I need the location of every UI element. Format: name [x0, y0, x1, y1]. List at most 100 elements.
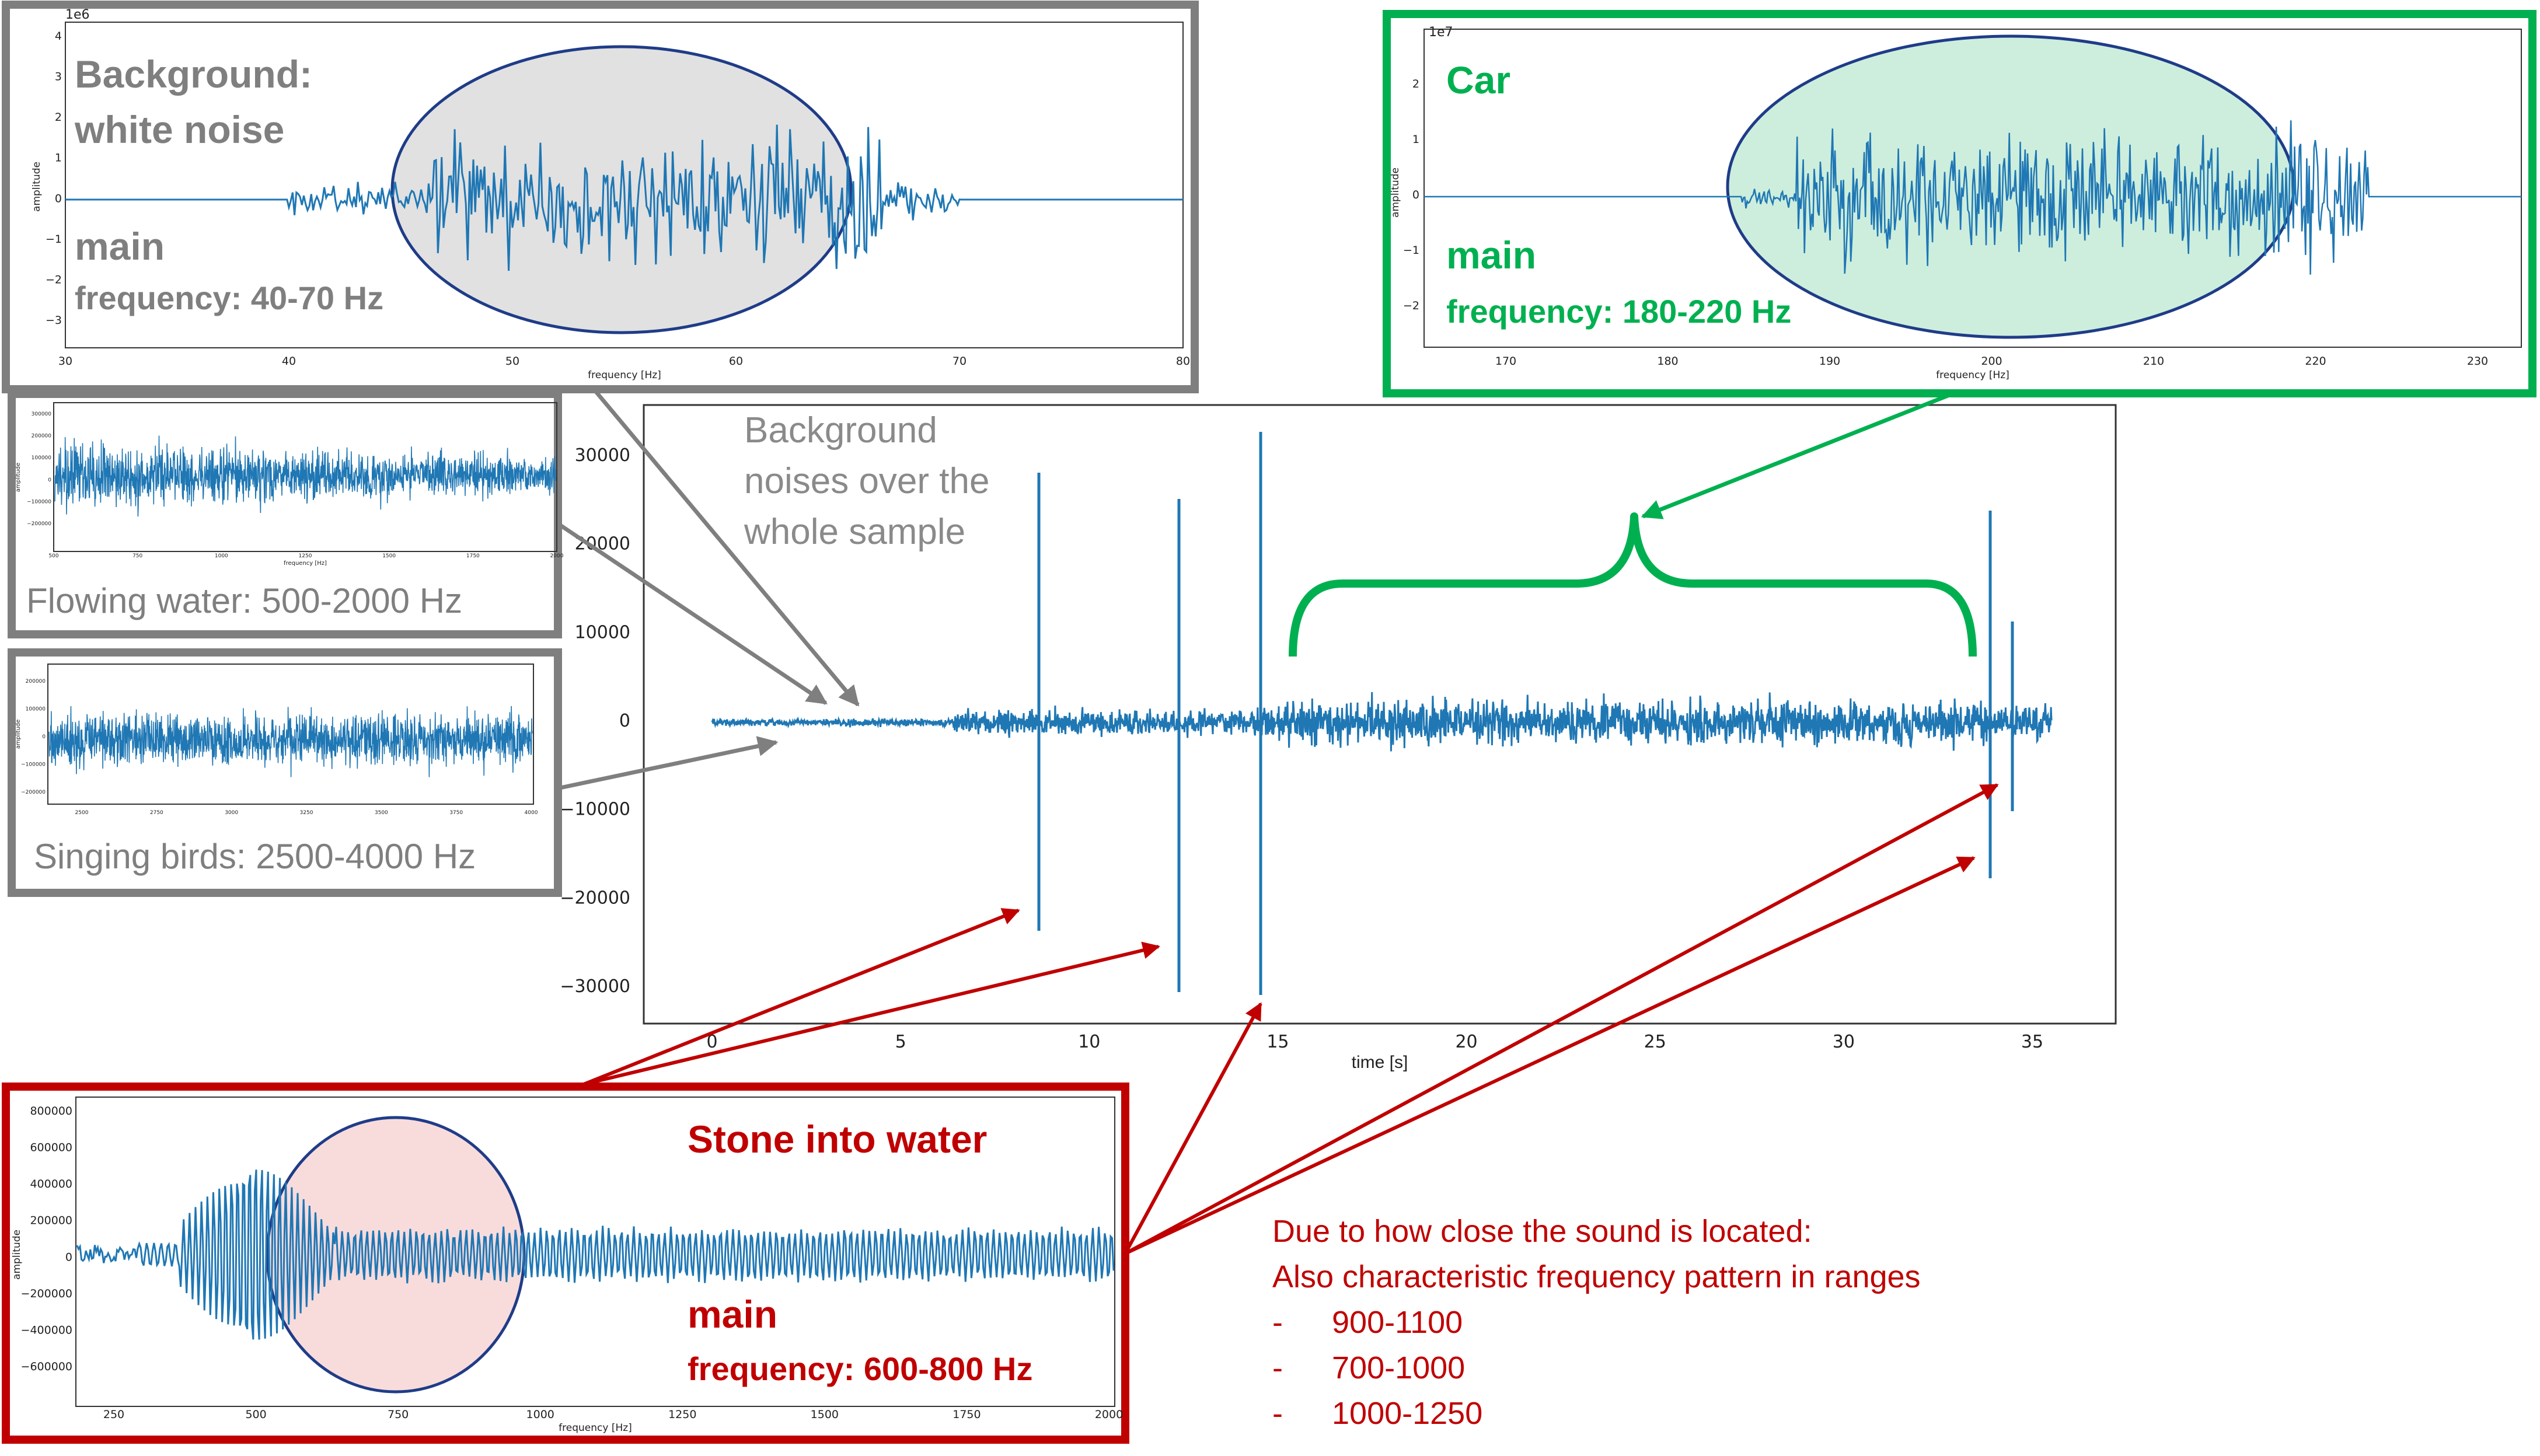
- white-noise-x-tick: 40: [282, 355, 296, 368]
- note-bullet-1: 900-1100: [1332, 1305, 1463, 1340]
- note-bullet-dash-3: -: [1272, 1396, 1283, 1431]
- car-waveform: [1424, 120, 2521, 275]
- singing-birds-panel: 2500 2750 3000 3250 3500 3750 4000 200000 10000…: [8, 648, 562, 897]
- note-line-2: Also characteristic frequency pattern in…: [1272, 1259, 1921, 1294]
- main-x-tick-labels: 0 5 10 15 20 25 30 35: [706, 1032, 2043, 1052]
- main-y-tick: −30000: [560, 976, 630, 997]
- car-x-tick: 180: [1657, 355, 1678, 368]
- car-panel: 170 180 190 200 210 220 230 210−1−2 1e7 freque…: [1383, 10, 2536, 397]
- flowing-water-x-tick: 750: [132, 553, 142, 559]
- stone-x-ticks: 250 500 750 1000 1250 1500 1750 2000: [103, 1408, 1123, 1421]
- main-plot-frame: [643, 404, 2117, 1025]
- car-y-tick: −1: [1403, 244, 1419, 257]
- white-noise-y-tick: −1: [46, 233, 62, 246]
- note-block: Due to how close the sound is located: A…: [1272, 1214, 1921, 1431]
- arrow-white-noise-2: [559, 523, 828, 705]
- white-noise-main-label: main: [75, 225, 165, 268]
- car-x-tick: 170: [1495, 355, 1516, 368]
- flowing-water-y-ticks: 300000 200000 100000 0 −100000 −200000: [27, 411, 51, 527]
- main-spikes: [1037, 432, 2014, 995]
- white-noise-waveform: [65, 124, 1183, 271]
- car-x-tick: 220: [2305, 355, 2326, 368]
- stone-x-tick: 1000: [526, 1408, 554, 1421]
- singing-birds-x-tick: 3250: [300, 810, 313, 816]
- white-noise-x-tick: 80: [1176, 355, 1190, 368]
- white-noise-frequency-label: frequency: 40-70 Hz: [75, 280, 383, 316]
- flowing-water-plot-frame: [53, 402, 557, 552]
- main-x-tick: 0: [706, 1032, 717, 1052]
- white-noise-x-tick: 60: [729, 355, 743, 368]
- singing-birds-x-tick: 4000: [525, 810, 538, 816]
- white-noise-title-line-2: white noise: [74, 108, 284, 151]
- arrow-stone-2: [583, 941, 1160, 1086]
- singing-birds-x-tick: 2750: [150, 810, 163, 816]
- car-segment-brace: [1289, 512, 1977, 657]
- car-main-label: main: [1446, 233, 1536, 277]
- singing-birds-x-ticks: 2500 2750 3000 3250 3500 3750 4000: [75, 810, 538, 816]
- stone-x-tick: 1250: [668, 1408, 696, 1421]
- white-noise-y-label: amplitude: [31, 162, 43, 212]
- main-x-tick: 25: [1644, 1032, 1666, 1052]
- main-x-axis-label: time [s]: [1352, 1053, 1408, 1072]
- annotation-line-2: noises over the: [744, 461, 989, 501]
- main-y-tick: 20000: [575, 534, 630, 554]
- car-y-ticks: 2 1 0 −1 −2: [1403, 78, 1419, 312]
- note-bullet-3: 1000-1250: [1332, 1396, 1482, 1431]
- main-y-tick: 30000: [575, 445, 630, 466]
- arrow-car: [1641, 392, 1953, 519]
- stone-y-tick: −600000: [21, 1360, 72, 1373]
- car-x-tick: 200: [1981, 355, 2002, 368]
- stone-frequency-label: frequency: 600-800 Hz: [688, 1350, 1032, 1387]
- flowing-water-y-tick: 200000: [32, 434, 52, 439]
- main-waveform-chart: 30000 20000 10000 0 −10000 −20000 −30000 0 5 10 1…: [542, 404, 2117, 1072]
- annotation-line-1: Background: [744, 410, 937, 451]
- flowing-water-y-tick: 300000: [32, 411, 52, 417]
- stone-x-tick: 1500: [811, 1408, 839, 1421]
- car-frequency-label: frequency: 180-220 Hz: [1446, 293, 1791, 330]
- singing-birds-y-tick: 200000: [26, 679, 46, 685]
- singing-birds-plot-frame: [47, 664, 534, 805]
- stone-y-tick: 200000: [30, 1214, 72, 1227]
- stone-y-tick: 800000: [30, 1105, 72, 1118]
- stone-x-label: frequency [Hz]: [559, 1422, 632, 1434]
- singing-birds-y-tick: −100000: [21, 762, 46, 768]
- car-plot-frame: [1423, 29, 2522, 348]
- singing-birds-y-tick: 100000: [26, 707, 46, 713]
- gray-arrows: [559, 389, 860, 790]
- singing-birds-x-tick: 2500: [75, 810, 89, 816]
- white-noise-y-tick: 1: [55, 152, 62, 165]
- white-noise-y-tick: 2: [55, 111, 62, 124]
- stone-x-tick: 2000: [1095, 1408, 1123, 1421]
- singing-birds-y-tick: 0: [42, 734, 46, 740]
- flowing-water-y-tick: −100000: [27, 499, 51, 505]
- main-x-tick: 5: [895, 1032, 906, 1052]
- flowing-water-x-tick: 1750: [466, 553, 480, 559]
- stone-y-ticks: 800000 600000 400000 200000 0 −200000 −400000 −…: [21, 1105, 72, 1373]
- stone-y-label: amplitude: [11, 1230, 23, 1280]
- stone-main-label: main: [688, 1293, 777, 1336]
- car-y-tick: 0: [1412, 188, 1419, 201]
- stone-y-tick: −400000: [21, 1324, 72, 1336]
- car-scale: 1e7: [1429, 25, 1453, 40]
- white-noise-plot-frame: [65, 22, 1184, 348]
- white-noise-x-tick: 30: [58, 355, 72, 368]
- arrow-white-noise-1: [594, 389, 860, 707]
- main-x-tick: 10: [1078, 1032, 1100, 1052]
- main-x-tick: 20: [1455, 1032, 1477, 1052]
- stone-x-tick: 750: [388, 1408, 409, 1421]
- white-noise-y-tick: −2: [46, 273, 62, 286]
- flowing-water-panel: 500 750 1000 1250 1500 1750 2000 300000 200000 1…: [8, 390, 564, 638]
- annotation-line-3: whole sample: [744, 512, 965, 552]
- singing-birds-x-tick: 3000: [225, 810, 238, 816]
- white-noise-x-tick: 70: [952, 355, 967, 368]
- main-y-tick: −10000: [560, 799, 630, 820]
- red-arrows: [582, 783, 1999, 1255]
- main-y-tick: 10000: [575, 622, 630, 643]
- singing-birds-y-ticks: 200000 100000 0 −100000 −200000: [21, 679, 46, 795]
- white-noise-y-tick: 3: [55, 71, 62, 83]
- car-y-tick: 1: [1412, 133, 1419, 146]
- flowing-water-waveform: [54, 435, 556, 517]
- arrow-birds: [560, 736, 779, 790]
- white-noise-y-tick: 0: [55, 192, 62, 205]
